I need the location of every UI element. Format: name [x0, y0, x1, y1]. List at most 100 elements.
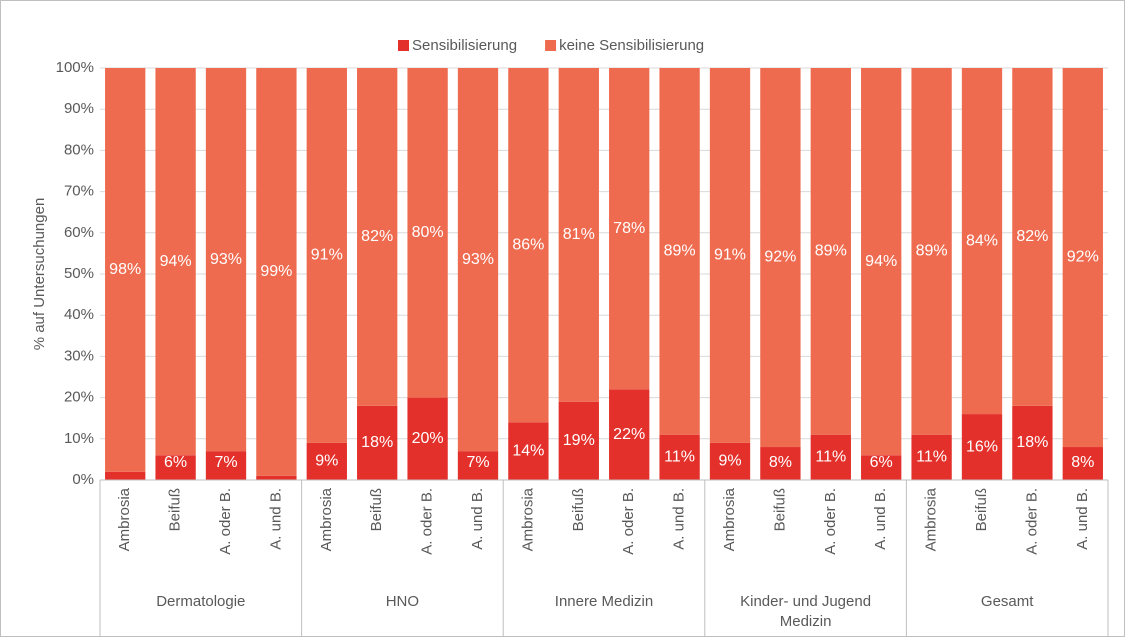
bar-segment — [1062, 68, 1103, 448]
x-tick-label: A. oder B. — [419, 488, 436, 555]
value-label: 89% — [664, 243, 696, 260]
x-tick-label: A. oder B. — [1023, 488, 1040, 555]
bar-segment — [1062, 447, 1103, 480]
value-label: 9% — [718, 453, 741, 470]
x-tick-label: A. und B. — [267, 488, 284, 550]
value-label: 7% — [214, 454, 237, 471]
y-tick-label: 20% — [64, 389, 94, 406]
bar-segment — [508, 68, 549, 423]
group-label-box: Gesamt — [980, 593, 1034, 610]
bar-segment — [709, 442, 751, 480]
bar-segment — [256, 68, 297, 476]
bar-segment — [508, 422, 549, 480]
value-label: 94% — [160, 253, 192, 270]
group-label: Gesamt — [980, 593, 1034, 610]
value-label: 82% — [361, 228, 393, 245]
y-tick-label: 30% — [64, 347, 94, 364]
y-tick-label: 100% — [56, 59, 94, 76]
value-label: 81% — [563, 226, 595, 243]
group-label: HNO — [385, 593, 420, 610]
value-label: 6% — [870, 454, 893, 471]
bar-segment — [357, 405, 398, 480]
value-label: 78% — [613, 220, 645, 237]
value-label: 91% — [714, 247, 746, 264]
bar-segment — [407, 68, 448, 398]
bar-segment — [105, 68, 146, 472]
value-label: 93% — [210, 251, 242, 268]
bar-segment — [760, 447, 801, 480]
y-tick-label: 50% — [64, 265, 94, 282]
bar-segment — [155, 68, 196, 456]
bar-segment — [306, 68, 347, 443]
value-label: 6% — [164, 454, 187, 471]
bar-segment — [1012, 68, 1053, 406]
x-tick-label: Beifuß — [167, 488, 184, 531]
group-label-box: Kinder- und Jugend Medizin — [740, 593, 872, 630]
bar-segment — [155, 455, 196, 480]
x-tick-label: Ambrosia — [519, 487, 536, 551]
bar-segment — [205, 451, 247, 480]
value-label: 92% — [764, 249, 796, 266]
bar-segment — [1012, 405, 1053, 480]
y-tick-label: 70% — [64, 183, 94, 200]
x-tick-label: Beifuß — [973, 488, 990, 531]
bar-segment — [961, 414, 1003, 480]
value-label: 9% — [315, 453, 338, 470]
value-label: 92% — [1067, 249, 1099, 266]
bar-segment — [407, 397, 448, 480]
y-tick-label: 80% — [64, 141, 94, 158]
value-label: 16% — [966, 438, 998, 455]
y-tick-label: 90% — [64, 100, 94, 117]
legend-swatch — [398, 40, 409, 51]
bar-segment — [810, 68, 851, 435]
group-label: Kinder- und Jugend Medizin — [740, 593, 872, 630]
value-label: 18% — [361, 434, 393, 451]
bar-segment — [558, 68, 599, 402]
y-tick-label: 10% — [64, 430, 94, 447]
value-label: 98% — [109, 261, 141, 278]
value-label: 8% — [1071, 454, 1094, 471]
bar-segment — [609, 68, 650, 390]
value-label: 89% — [815, 243, 847, 260]
x-tick-label: A. und B. — [469, 488, 486, 550]
x-tick-label: A. oder B. — [620, 488, 637, 555]
value-label: 22% — [613, 426, 645, 443]
bar-segment — [457, 68, 499, 452]
x-tick-label: Ambrosia — [923, 487, 940, 551]
value-label: 11% — [916, 449, 947, 466]
bar-segment — [457, 451, 499, 480]
bar-segment — [256, 475, 297, 480]
value-label: 80% — [412, 224, 444, 241]
x-tick-label: Ambrosia — [318, 487, 335, 551]
bar-segment — [810, 434, 851, 480]
group-label: Innere Medizin — [554, 593, 654, 610]
value-label: 99% — [260, 263, 292, 280]
bar-segment — [961, 68, 1003, 415]
bar-segment — [861, 68, 902, 456]
value-label: 8% — [769, 454, 792, 471]
y-axis-title: % auf Untersuchungen — [31, 198, 48, 351]
bar-segment — [911, 68, 952, 435]
bar-segment — [659, 434, 700, 480]
group-label-box: Dermatologie — [156, 593, 246, 610]
bar-segment — [861, 455, 902, 480]
y-tick-label: 0% — [72, 471, 94, 488]
value-label: 20% — [412, 430, 444, 447]
value-label: 84% — [966, 232, 998, 249]
x-tick-label: Ambrosia — [116, 487, 133, 551]
value-label: 93% — [462, 251, 494, 268]
y-tick-label: 40% — [64, 306, 94, 323]
value-label: 11% — [815, 449, 846, 466]
x-tick-label: A. oder B. — [217, 488, 234, 555]
x-tick-label: Beifuß — [368, 488, 385, 531]
group-label-box: Innere Medizin — [554, 593, 654, 610]
x-tick-label: A. und B. — [1074, 488, 1091, 550]
value-label: 18% — [1016, 434, 1048, 451]
bar-segment — [659, 68, 700, 435]
value-label: 86% — [512, 236, 544, 253]
bar-segment — [760, 68, 801, 448]
group-label-box: HNO — [385, 593, 420, 610]
legend-label: keine Sensibilisierung — [559, 37, 704, 54]
value-label: 89% — [916, 243, 948, 260]
group-label: Dermatologie — [156, 593, 246, 610]
